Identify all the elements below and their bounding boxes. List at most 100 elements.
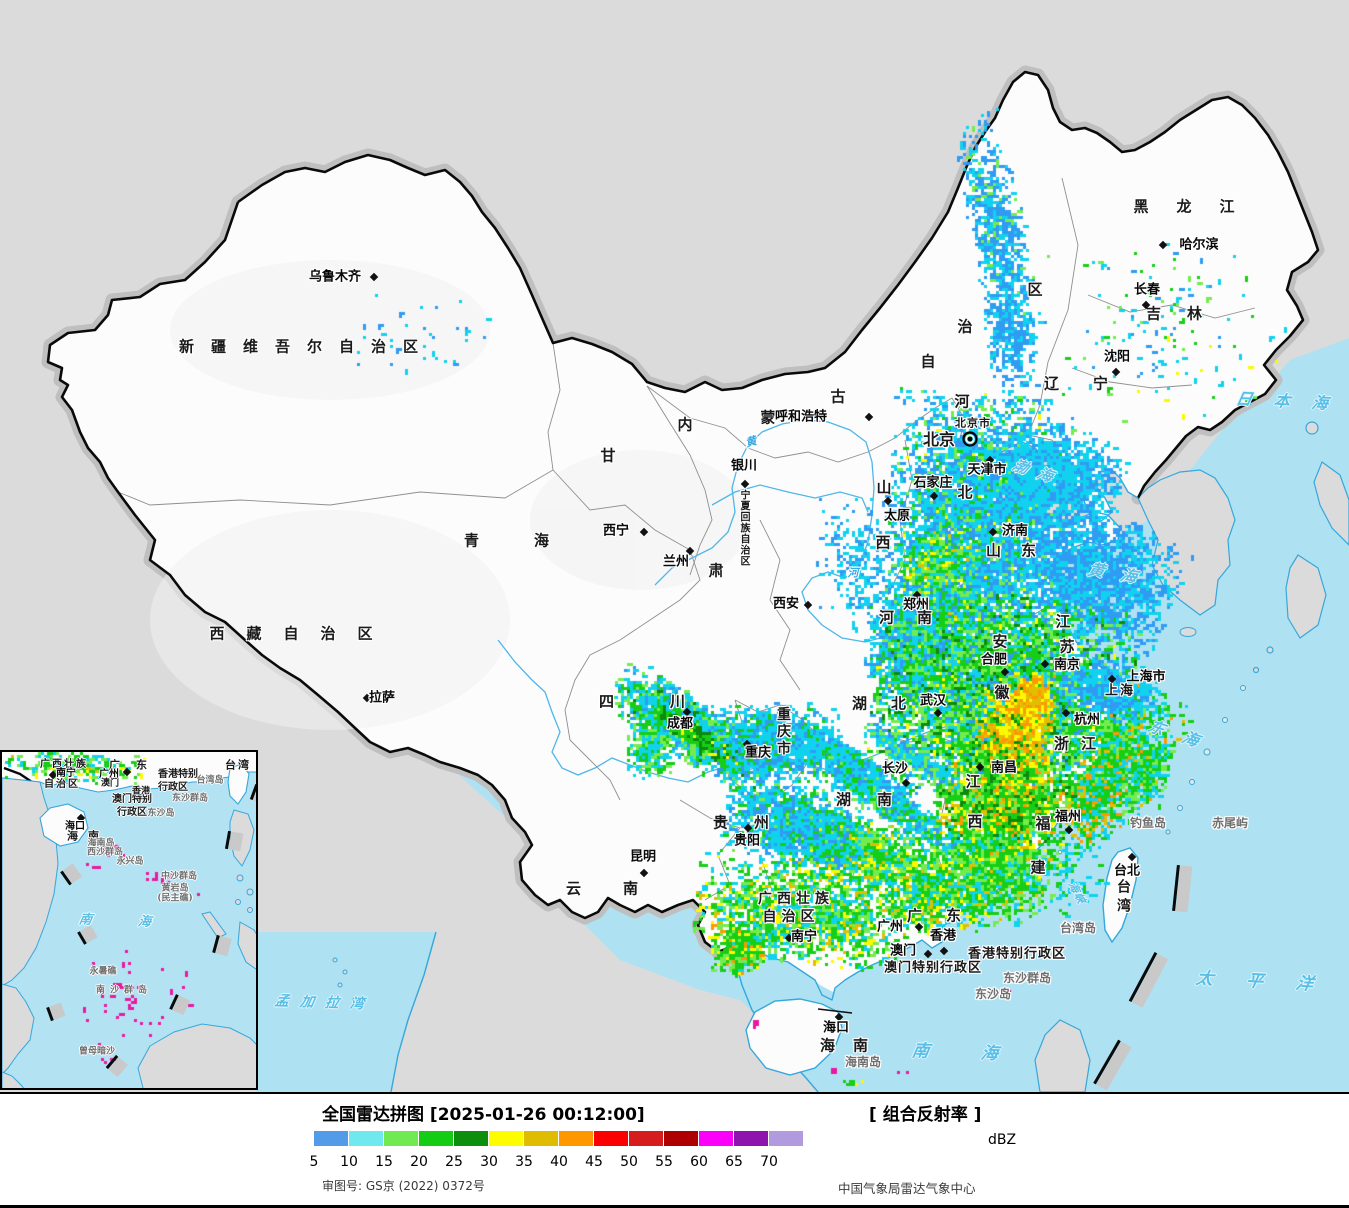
city-label: 成都 <box>666 716 694 732</box>
city-marker <box>1000 667 1010 677</box>
province-label: 黑龙江 <box>1133 197 1263 216</box>
inset-island-label: 台湾岛 <box>196 775 224 786</box>
city-label: 合肥 <box>980 652 1008 668</box>
city-label: 广州 <box>99 769 119 780</box>
map-labels: 新疆维吾尔自治区 西藏自治区 青海甘肃内蒙古自治区黑龙江 吉林 辽宁河北山西山东 河南江苏… <box>179 197 1349 1068</box>
boundary-dash <box>105 1054 128 1078</box>
island-label: 台湾岛 <box>1059 921 1097 935</box>
city-label: 西宁 <box>602 523 630 539</box>
china-radar-map: 新疆维吾尔自治区 西藏自治区 青海甘肃内蒙古自治区黑龙江 吉林 辽宁河北山西山东 河南江苏… <box>0 0 1349 1094</box>
legend-tick: 30 <box>480 1154 498 1170</box>
city-label: 长春 <box>1133 282 1161 298</box>
city-label: 武汉 <box>919 693 947 709</box>
province-label: 吉林 <box>1145 304 1229 323</box>
inset-province-label: 澳门 <box>100 778 120 789</box>
city-marker <box>369 272 379 282</box>
legend-swatch <box>594 1131 628 1146</box>
province-label: 西 <box>875 533 891 552</box>
boundary-dash <box>212 934 232 957</box>
boundary-dash <box>77 924 98 945</box>
province-label: 台湾 <box>1115 879 1131 917</box>
city-label: 澳门 <box>889 943 917 959</box>
sea-label: 南海 <box>910 1041 1052 1066</box>
city-marker <box>929 491 939 501</box>
legend-tick: 10 <box>340 1154 358 1170</box>
inset-sea-label: 南海 <box>77 912 199 932</box>
inset-island-label: 永暑礁 <box>89 966 117 977</box>
boundary-dash <box>224 830 244 852</box>
province-label: 浙江 <box>1053 734 1109 753</box>
legend-tick: 60 <box>690 1154 708 1170</box>
boundary-dash <box>1093 1039 1132 1091</box>
city-label: 海口 <box>65 821 85 832</box>
city-marker <box>740 479 750 489</box>
inset-province-label: 自治区 <box>44 779 80 790</box>
province-label: 西藏自治区 <box>209 624 395 643</box>
sea-label: 渤海 <box>1009 456 1067 489</box>
city-label: 银川 <box>730 458 758 474</box>
province-label: 辽宁 <box>1043 374 1143 393</box>
city-label: 台北 <box>1113 863 1141 879</box>
province-label: 安 <box>992 632 1008 651</box>
province-label: 蒙 <box>760 408 776 427</box>
inset-overlay <box>46 783 256 1078</box>
inset-province-label: 行政区 <box>117 807 147 818</box>
city-label: 兰州 <box>662 554 690 570</box>
city-label: 昆明 <box>629 849 657 865</box>
city-label: 南京 <box>1053 657 1081 673</box>
province-label: 广东 <box>906 906 986 925</box>
city-marker <box>1107 674 1117 684</box>
boundary-dash <box>46 1002 66 1022</box>
province-label: 青海 <box>463 531 605 550</box>
city-marker <box>901 778 911 788</box>
inset-province-label: 海南 <box>67 829 109 843</box>
province-label: 甘 <box>600 446 616 465</box>
inset-island-label: 南沙群岛 <box>95 985 153 996</box>
city-label: 西安 <box>772 596 800 612</box>
legend-swatch <box>314 1131 348 1146</box>
sea-label: 日本海 <box>1234 389 1349 414</box>
city-label: 呼和浩特 <box>774 409 828 425</box>
island-label: 东沙群岛 <box>1002 971 1052 985</box>
city-label: 福州 <box>1054 809 1082 825</box>
legend-swatch <box>734 1131 768 1146</box>
city-marker <box>639 868 649 878</box>
inset-island-label: 东沙群岛 <box>171 793 209 804</box>
province-label: 海南 <box>819 1036 887 1055</box>
city-label: 海口 <box>822 1020 850 1036</box>
province-label: 重庆市 <box>775 706 791 758</box>
sea-label: 太平洋 <box>1194 968 1348 997</box>
legend-panel: 全国雷达拼图 [2025-01-26 00:12:00] [ 组合反射率 ] 5… <box>0 1094 1349 1205</box>
city-label: 重庆 <box>744 745 772 761</box>
city-label: 石家庄 <box>913 475 953 491</box>
inset-province-label: 台湾 <box>225 758 251 772</box>
legend-swatch <box>384 1131 418 1146</box>
legend-swatch <box>699 1131 733 1146</box>
river-label: 河 <box>847 566 859 580</box>
province-label: 自 <box>920 352 936 371</box>
inset-province-label: 行政区 <box>158 782 188 793</box>
inset-island-label: 西沙群岛 <box>86 847 124 858</box>
city-marker <box>1127 852 1137 862</box>
city-marker <box>939 946 949 956</box>
river-label: 黄 <box>744 434 758 450</box>
south-china-sea-inset: 广西壮族 自治区 广东 台湾 香港特别 行政区 澳门特别 行政区 澳门 香港 海南 台湾岛 东沙群岛 东沙… <box>0 750 258 1090</box>
legend-swatch <box>349 1131 383 1146</box>
island-label: 东沙岛 <box>974 987 1012 1001</box>
city-marker <box>988 527 998 537</box>
legend-unit-label: dBZ <box>988 1132 1017 1148</box>
city-marker <box>933 708 943 718</box>
city-label: 乌鲁木齐 <box>308 269 362 285</box>
inset-province-label: 广东 <box>109 758 163 772</box>
province-label: 自治区 <box>762 909 820 925</box>
city-label: 贵阳 <box>733 833 761 849</box>
inset-island-label: 黄岩岛 <box>161 883 189 894</box>
legend-swatch <box>629 1131 663 1146</box>
province-label: 内 <box>677 415 693 434</box>
city-label: 长沙 <box>881 761 909 777</box>
city-label: 南宁 <box>56 768 76 779</box>
legend-tick: 45 <box>585 1154 603 1170</box>
province-label: 上海 <box>1104 683 1136 699</box>
sea-label: 黄海 <box>1085 559 1157 590</box>
capital-symbol <box>962 431 978 447</box>
